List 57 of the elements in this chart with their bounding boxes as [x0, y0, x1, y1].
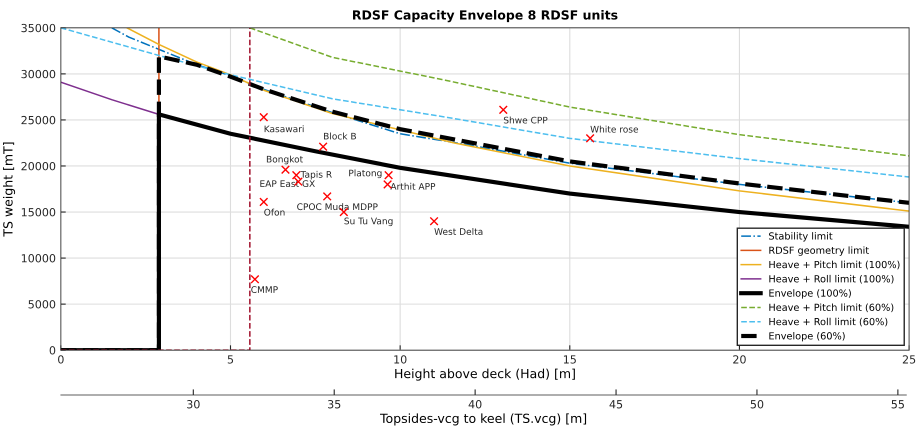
legend-label: Heave + Roll limit (60%): [769, 318, 888, 326]
y-tick-label: 30000: [21, 70, 56, 78]
annotation: White rose: [590, 126, 638, 133]
point: [250, 274, 260, 284]
point: [430, 216, 439, 226]
annotation: CMMP: [251, 286, 278, 293]
y-tick-label: 0: [50, 346, 56, 355]
line-series: [249, 28, 910, 157]
legend-label: Heave + Roll limit (100%): [769, 274, 894, 284]
annotation: West Delta: [434, 228, 482, 235]
legend-label: Heave + Pitch limit (60%): [769, 303, 894, 312]
y-tick-label: 10000: [22, 254, 56, 262]
point: [259, 112, 268, 122]
y-tick-label: 35000: [21, 24, 56, 32]
x-tick-label: 0: [58, 355, 64, 364]
point: [498, 105, 508, 114]
annotation: Platong: [349, 169, 382, 178]
x2-tick-label: 55: [892, 400, 904, 408]
point: [259, 197, 268, 206]
annotation: Ofon: [264, 208, 285, 216]
y-tick-label: 5000: [28, 300, 56, 309]
x-tick-label: 5: [228, 355, 234, 364]
x2-axis-title: Topsides-vcg to keel (TS.vcg) [m]: [380, 413, 586, 426]
y-tick-label: 20000: [21, 162, 56, 170]
point: [318, 142, 328, 152]
legend-label: Stability limit: [769, 232, 832, 242]
x2-tick-label: 30: [187, 400, 200, 408]
legend-label: RDSF geometry limit: [769, 246, 869, 256]
annotation: Shwe CPP: [504, 116, 548, 124]
x2-tick-label: 35: [328, 400, 340, 408]
annotation: Su Tu Vang: [344, 218, 393, 226]
y-tick-label: 15000: [22, 208, 56, 216]
x-tick-label: 20: [733, 355, 746, 364]
legend-label: Envelope (60%): [769, 332, 845, 342]
point: [384, 170, 394, 180]
x2-tick-label: 50: [750, 400, 764, 408]
legend-label: Heave + Pitch limit (100%): [769, 260, 900, 270]
x-axis-title: Height above deck (Had) [m]: [395, 368, 575, 381]
x-tick-label: 10: [394, 355, 406, 364]
x2-tick-label: 45: [610, 400, 622, 408]
annotation: Tapis R: [300, 170, 332, 180]
annotation: Kasawari: [264, 125, 304, 132]
x-tick-label: 25: [902, 355, 916, 364]
annotation: CPOC Muda MDPP: [297, 203, 378, 210]
annotation: Arthit APP: [390, 182, 436, 190]
annotation: Bongkot: [266, 156, 303, 164]
x-tick-label: 15: [564, 355, 576, 364]
y-tick-label: 25000: [21, 116, 56, 124]
point: [586, 134, 595, 143]
chart-title: RDSF Capacity Envelope 8 RDSF units: [353, 10, 618, 22]
annotation: Block B: [324, 132, 356, 140]
point: [322, 192, 332, 201]
legend-label: Envelope (100%): [769, 289, 851, 299]
point: [280, 165, 290, 174]
point: [292, 170, 301, 180]
y-axis-title: TS weight [mT]: [2, 142, 16, 237]
x2-tick-label: 40: [468, 400, 482, 408]
